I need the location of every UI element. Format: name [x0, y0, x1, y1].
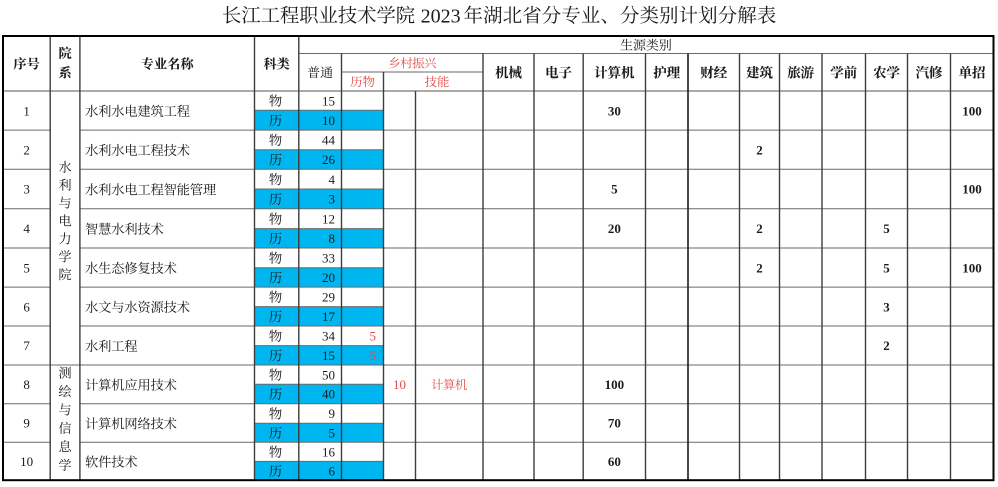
svg-text:2: 2: [883, 338, 890, 353]
svg-text:12: 12: [322, 211, 335, 226]
svg-text:15: 15: [322, 93, 335, 108]
svg-text:2: 2: [756, 142, 763, 157]
svg-text:100: 100: [605, 377, 625, 392]
svg-text:20: 20: [608, 221, 621, 236]
svg-text:10: 10: [393, 377, 406, 392]
svg-text:100: 100: [962, 103, 982, 118]
svg-text:9: 9: [329, 406, 336, 421]
svg-text:9: 9: [23, 416, 30, 431]
svg-text:6: 6: [329, 464, 336, 479]
svg-text:5: 5: [611, 182, 618, 197]
svg-text:17: 17: [322, 309, 336, 324]
svg-text:5: 5: [883, 221, 890, 236]
svg-text:30: 30: [608, 103, 621, 118]
svg-text:2: 2: [756, 221, 763, 236]
svg-text:7: 7: [23, 338, 30, 353]
svg-text:5: 5: [329, 426, 336, 441]
svg-text:20: 20: [322, 270, 335, 285]
svg-text:29: 29: [322, 290, 335, 305]
svg-text:34: 34: [322, 329, 336, 344]
svg-text:100: 100: [962, 260, 982, 275]
svg-text:2023: 2023: [421, 5, 461, 27]
svg-text:1: 1: [23, 103, 30, 118]
svg-text:70: 70: [608, 416, 621, 431]
svg-text:2: 2: [756, 260, 763, 275]
svg-text:10: 10: [20, 454, 33, 469]
svg-text:100: 100: [962, 182, 982, 197]
svg-text:4: 4: [23, 221, 30, 236]
svg-text:60: 60: [608, 454, 621, 469]
svg-text:15: 15: [322, 348, 335, 363]
svg-text:5: 5: [23, 260, 30, 275]
svg-text:26: 26: [322, 152, 336, 167]
svg-text:44: 44: [322, 133, 336, 148]
svg-text:5: 5: [370, 348, 377, 363]
svg-text:8: 8: [23, 377, 30, 392]
svg-text:40: 40: [322, 387, 335, 402]
svg-text:10: 10: [322, 113, 335, 128]
svg-text:4: 4: [329, 172, 336, 187]
svg-text:3: 3: [883, 299, 890, 314]
svg-text:2: 2: [23, 142, 30, 157]
svg-text:50: 50: [322, 367, 335, 382]
svg-text:5: 5: [370, 329, 377, 344]
svg-text:3: 3: [329, 192, 336, 207]
svg-text:33: 33: [322, 251, 335, 266]
svg-text:6: 6: [23, 299, 30, 314]
svg-text:8: 8: [329, 231, 336, 246]
svg-text:16: 16: [322, 445, 336, 460]
svg-text:3: 3: [23, 182, 30, 197]
svg-text:5: 5: [883, 260, 890, 275]
